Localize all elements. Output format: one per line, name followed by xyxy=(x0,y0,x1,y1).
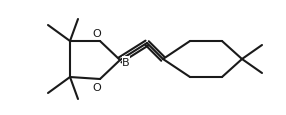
Text: O: O xyxy=(93,82,101,92)
Text: B: B xyxy=(122,58,130,67)
Text: O: O xyxy=(93,29,101,39)
